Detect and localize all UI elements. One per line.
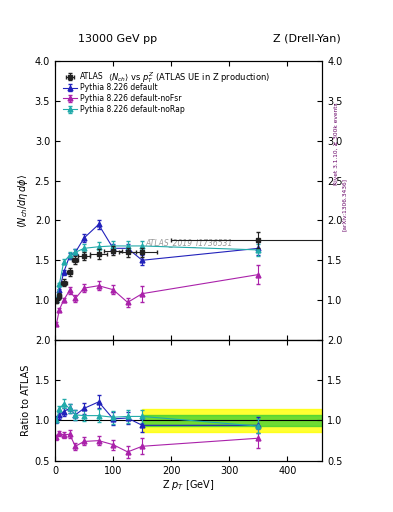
Y-axis label: $\langle N_{ch}/d\eta\, d\phi\rangle$: $\langle N_{ch}/d\eta\, d\phi\rangle$: [17, 174, 31, 228]
Text: [arXiv:1306.3436]: [arXiv:1306.3436]: [342, 178, 346, 231]
X-axis label: Z $p_T$ [GeV]: Z $p_T$ [GeV]: [162, 478, 215, 493]
Y-axis label: Ratio to ATLAS: Ratio to ATLAS: [20, 365, 31, 436]
Bar: [142, 415, 322, 426]
Legend: ATLAS, Pythia 8.226 default, Pythia 8.226 default-noFsr, Pythia 8.226 default-no: ATLAS, Pythia 8.226 default, Pythia 8.22…: [62, 71, 186, 116]
Text: 13000 GeV pp: 13000 GeV pp: [78, 33, 158, 44]
Text: ATLAS_2019_I1736531: ATLAS_2019_I1736531: [145, 238, 232, 247]
Text: $\langle N_{ch}\rangle$ vs $p_T^Z$ (ATLAS UE in Z production): $\langle N_{ch}\rangle$ vs $p_T^Z$ (ATLA…: [108, 70, 270, 84]
Bar: [142, 409, 322, 432]
Text: Z (Drell-Yan): Z (Drell-Yan): [273, 33, 340, 44]
Text: Rivet 3.1.10, ≥ 300k events: Rivet 3.1.10, ≥ 300k events: [334, 102, 338, 185]
